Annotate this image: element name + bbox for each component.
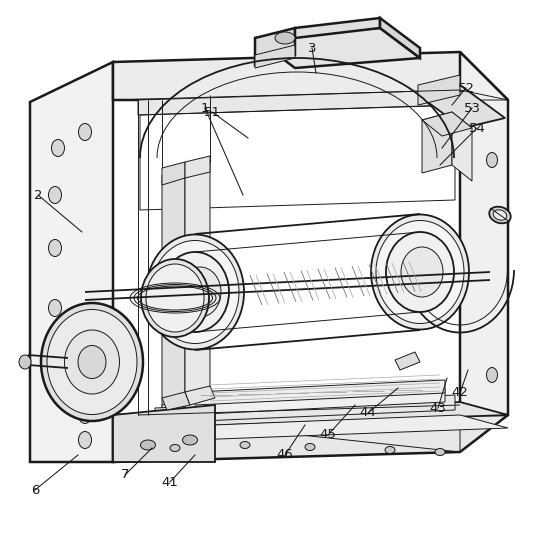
Ellipse shape [493, 210, 507, 220]
Text: 44: 44 [360, 407, 376, 420]
Polygon shape [185, 388, 445, 415]
Ellipse shape [64, 330, 120, 394]
Text: 3: 3 [308, 41, 316, 54]
Polygon shape [422, 112, 452, 173]
Text: 41: 41 [162, 476, 178, 489]
Polygon shape [113, 405, 215, 462]
Polygon shape [185, 386, 215, 405]
Polygon shape [395, 352, 420, 370]
Text: 43: 43 [429, 401, 447, 414]
Polygon shape [255, 45, 295, 68]
Polygon shape [113, 415, 508, 462]
Polygon shape [185, 156, 210, 178]
Polygon shape [30, 62, 113, 462]
Polygon shape [418, 75, 460, 105]
Polygon shape [452, 112, 472, 181]
Ellipse shape [52, 140, 64, 156]
Polygon shape [162, 162, 185, 185]
Ellipse shape [386, 232, 454, 312]
Ellipse shape [385, 446, 395, 453]
Text: 46: 46 [276, 449, 294, 462]
Ellipse shape [486, 368, 497, 382]
Ellipse shape [79, 432, 91, 449]
Ellipse shape [49, 300, 61, 317]
Polygon shape [422, 112, 472, 136]
Polygon shape [162, 168, 185, 418]
Ellipse shape [376, 220, 464, 324]
Ellipse shape [275, 32, 295, 44]
Ellipse shape [170, 445, 180, 451]
Polygon shape [255, 28, 295, 65]
Text: 51: 51 [203, 105, 220, 118]
Text: 45: 45 [320, 428, 336, 441]
Polygon shape [255, 28, 420, 68]
Polygon shape [460, 52, 508, 415]
Polygon shape [185, 162, 210, 415]
Polygon shape [140, 415, 508, 442]
Ellipse shape [401, 247, 443, 297]
Ellipse shape [151, 241, 239, 344]
Ellipse shape [79, 123, 91, 141]
Ellipse shape [49, 186, 61, 204]
Polygon shape [295, 18, 380, 38]
Ellipse shape [41, 303, 143, 421]
Ellipse shape [19, 355, 31, 369]
Ellipse shape [47, 310, 137, 414]
Text: 52: 52 [458, 81, 474, 94]
Polygon shape [418, 85, 505, 128]
Ellipse shape [182, 435, 197, 445]
Ellipse shape [486, 153, 497, 167]
Polygon shape [155, 395, 455, 423]
Ellipse shape [79, 407, 91, 424]
Polygon shape [113, 52, 508, 100]
Text: 1: 1 [201, 102, 209, 115]
Ellipse shape [141, 259, 209, 337]
Ellipse shape [371, 214, 469, 330]
Ellipse shape [146, 264, 204, 332]
Polygon shape [195, 380, 445, 405]
Ellipse shape [161, 252, 229, 332]
Ellipse shape [240, 441, 250, 449]
Ellipse shape [146, 235, 244, 350]
Text: 42: 42 [452, 387, 469, 400]
Ellipse shape [435, 449, 445, 456]
Polygon shape [185, 392, 210, 415]
Ellipse shape [49, 239, 61, 256]
Ellipse shape [49, 350, 61, 367]
Text: 7: 7 [121, 469, 129, 482]
Text: 2: 2 [34, 188, 42, 201]
Ellipse shape [78, 345, 106, 378]
Polygon shape [140, 402, 508, 428]
Polygon shape [162, 392, 190, 410]
Ellipse shape [489, 207, 511, 223]
Text: 54: 54 [469, 122, 485, 135]
Ellipse shape [141, 440, 156, 450]
Polygon shape [138, 90, 465, 115]
Ellipse shape [305, 444, 315, 451]
Text: 53: 53 [464, 102, 480, 115]
Polygon shape [162, 398, 185, 420]
Polygon shape [380, 18, 420, 58]
Text: 6: 6 [31, 483, 39, 496]
Ellipse shape [179, 267, 221, 317]
